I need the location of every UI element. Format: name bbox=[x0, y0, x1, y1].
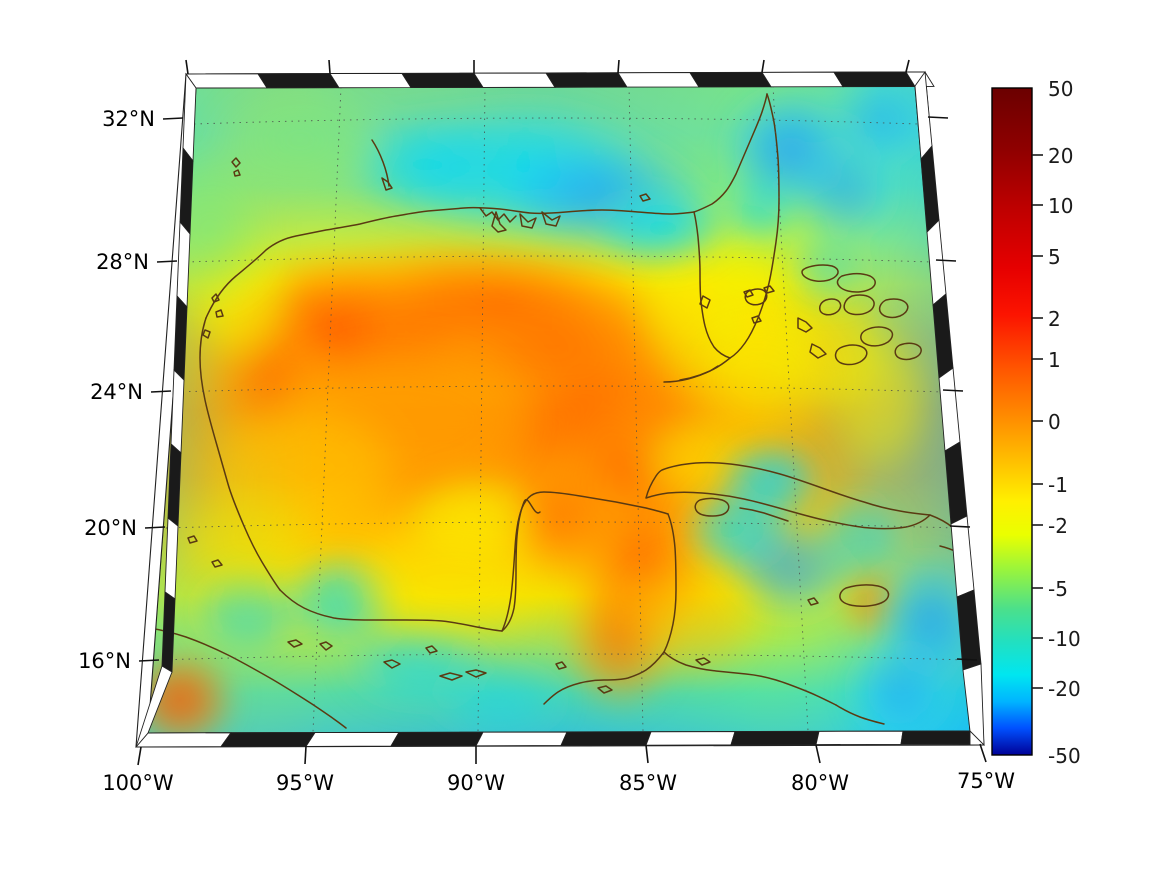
colorbar[interactable]: 50 20 10 5 2 1 0 -1 -2 -5 -10 -20 -50 bbox=[991, 77, 1081, 768]
colorbar-tick-label: 10 bbox=[1048, 194, 1073, 218]
longitude-labels: 100°W 95°W 90°W 85°W 80°W 75°W bbox=[102, 769, 1015, 795]
lat-tick-label: 20°N bbox=[84, 516, 137, 540]
cool-anomaly-blobs bbox=[148, 86, 970, 733]
frame-ticks-top bbox=[185, 71, 935, 89]
latitude-labels: 32°N 28°N 24°N 20°N 16°N bbox=[78, 107, 155, 673]
colorbar-tick-label: 5 bbox=[1048, 245, 1061, 269]
frame-ticks-right bbox=[914, 70, 985, 747]
lon-tickmarks-top bbox=[185, 59, 910, 75]
anomaly-field bbox=[148, 86, 970, 733]
lon-tick-label: 100°W bbox=[102, 771, 174, 795]
colorbar-tick-label: -20 bbox=[1048, 677, 1081, 701]
lon-tick-label: 90°W bbox=[447, 771, 505, 795]
frame-ticks-bottom bbox=[135, 730, 971, 748]
lon-tick-label: 80°W bbox=[791, 771, 849, 795]
graticule bbox=[148, 86, 970, 733]
colorbar-tick-label: -5 bbox=[1048, 577, 1068, 601]
frame-ticks-left bbox=[135, 72, 197, 748]
lon-tickmarks bbox=[137, 743, 987, 766]
lat-tick-label: 28°N bbox=[96, 250, 149, 274]
colorbar-tickmarks bbox=[1032, 154, 1043, 689]
colorbar-tick-label: 50 bbox=[1048, 77, 1073, 101]
colorbar-gradient[interactable] bbox=[991, 87, 1033, 756]
colorbar-tick-label: -2 bbox=[1048, 514, 1068, 538]
colorbar-tick-label: 20 bbox=[1048, 144, 1073, 168]
lon-tick-label: 75°W bbox=[957, 769, 1015, 793]
colorbar-tick-label: -10 bbox=[1048, 627, 1081, 651]
lon-tick-label: 85°W bbox=[619, 771, 677, 795]
lat-tick-label: 16°N bbox=[78, 649, 131, 673]
colorbar-tick-label: 1 bbox=[1048, 348, 1061, 372]
lat-tickmarks-right bbox=[927, 116, 978, 661]
axis-tickmarks bbox=[137, 59, 987, 766]
lon-tick-label: 95°W bbox=[276, 771, 334, 795]
colorbar-tick-label: 2 bbox=[1048, 307, 1061, 331]
map-frame bbox=[135, 70, 985, 748]
colorbar-tick-label: -50 bbox=[1048, 744, 1081, 768]
lat-tickmarks bbox=[138, 117, 184, 662]
colorbar-tick-label: -1 bbox=[1048, 473, 1068, 497]
map-panel: 32°N 28°N 24°N 20°N 16°N 100°W 95°W 90°W… bbox=[78, 59, 1015, 795]
field-texture bbox=[190, 320, 830, 670]
colorbar-tick-label: 0 bbox=[1048, 410, 1061, 434]
colorbar-labels: 50 20 10 5 2 1 0 -1 -2 -5 -10 -20 -50 bbox=[1048, 77, 1081, 768]
lat-tick-label: 24°N bbox=[90, 380, 143, 404]
lat-tick-label: 32°N bbox=[102, 107, 155, 131]
